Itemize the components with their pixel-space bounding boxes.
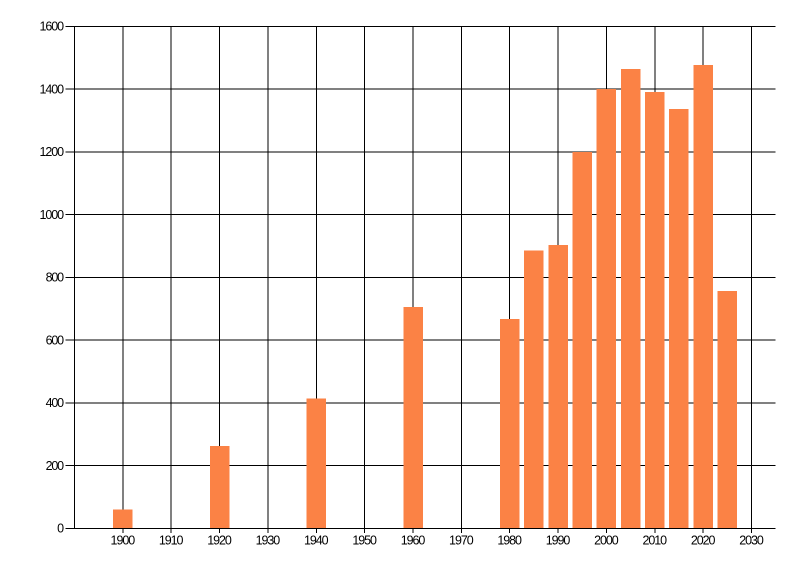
svg-text:1980: 1980 <box>497 533 522 547</box>
svg-text:1940: 1940 <box>304 533 329 547</box>
svg-text:400: 400 <box>46 396 65 410</box>
svg-text:200: 200 <box>46 459 65 473</box>
svg-text:1600: 1600 <box>40 20 65 34</box>
svg-text:1000: 1000 <box>40 208 65 222</box>
svg-text:2020: 2020 <box>691 533 716 547</box>
svg-text:2030: 2030 <box>739 533 764 547</box>
svg-text:1930: 1930 <box>256 533 281 547</box>
svg-text:800: 800 <box>46 271 65 285</box>
svg-text:1920: 1920 <box>207 533 232 547</box>
svg-text:1400: 1400 <box>40 82 65 96</box>
svg-text:2000: 2000 <box>594 533 619 547</box>
svg-text:1990: 1990 <box>546 533 571 547</box>
svg-text:1910: 1910 <box>159 533 184 547</box>
svg-text:1960: 1960 <box>401 533 426 547</box>
svg-text:1950: 1950 <box>352 533 377 547</box>
svg-text:2010: 2010 <box>642 533 667 547</box>
svg-text:1970: 1970 <box>449 533 474 547</box>
svg-text:1900: 1900 <box>111 533 136 547</box>
svg-text:1200: 1200 <box>40 145 65 159</box>
svg-text:0: 0 <box>57 522 64 536</box>
svg-text:600: 600 <box>46 333 65 347</box>
